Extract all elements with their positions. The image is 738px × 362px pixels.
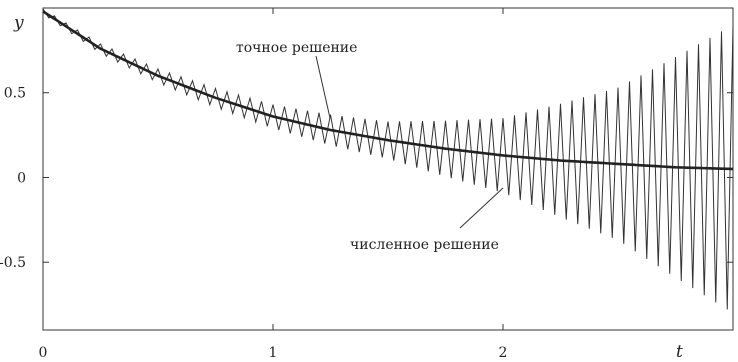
exact-solution-group xyxy=(42,10,734,171)
y-tick-label: 0 xyxy=(17,170,26,186)
y-tick-label: 0.5 xyxy=(4,86,26,102)
exact-solution-line xyxy=(42,10,734,171)
y-axis-label: y xyxy=(13,13,24,33)
x-axis-label: t xyxy=(676,342,683,362)
numeric-solution-line xyxy=(42,8,734,310)
numeric-solution-group xyxy=(42,8,734,310)
x-tick-label: 2 xyxy=(499,345,508,361)
numeric-solution-annotation: численное решение xyxy=(350,237,499,253)
numeric-solution-leader xyxy=(459,187,504,229)
x-tick-label: 1 xyxy=(269,345,278,361)
y-tick-label: -0.5 xyxy=(0,255,26,271)
exact-solution-annotation: точное решение xyxy=(236,40,357,56)
exact-solution-leader xyxy=(315,55,331,119)
x-tick-label: 0 xyxy=(39,345,48,361)
plot-frame xyxy=(42,7,734,331)
axis-ticks: 0 1 2 0.5 0 -0.5 xyxy=(0,8,734,361)
